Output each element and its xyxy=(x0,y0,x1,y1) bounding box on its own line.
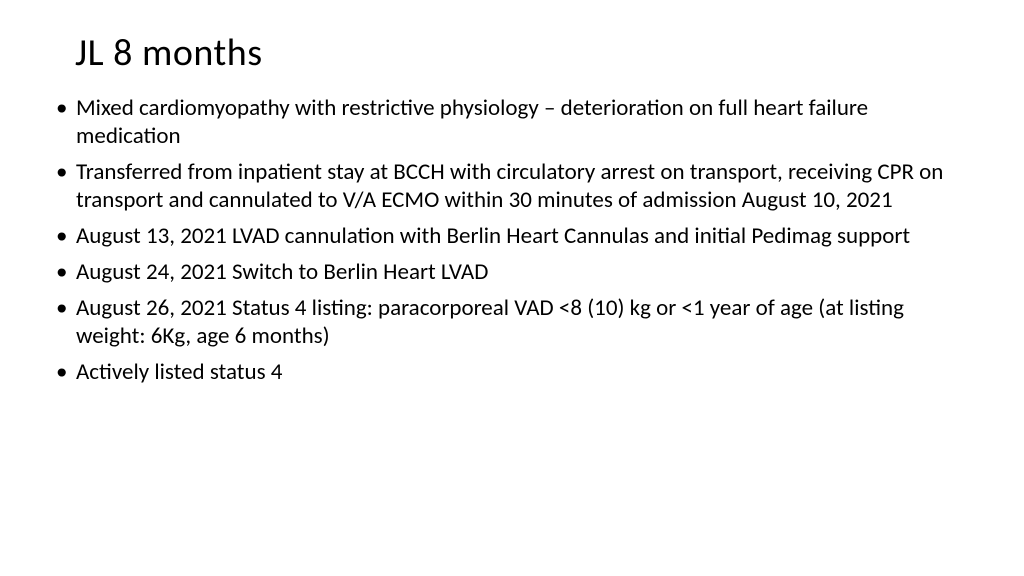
bullet-item: Actively listed status 4 xyxy=(50,358,974,386)
slide-title: JL 8 months xyxy=(75,30,974,76)
bullet-list: Mixed cardiomyopathy with restrictive ph… xyxy=(50,94,974,386)
bullet-item: August 13, 2021 LVAD cannulation with Be… xyxy=(50,222,974,250)
bullet-item: Transferred from inpatient stay at BCCH … xyxy=(50,158,974,214)
bullet-item: August 26, 2021 Status 4 listing: paraco… xyxy=(50,294,974,350)
bullet-item: Mixed cardiomyopathy with restrictive ph… xyxy=(50,94,974,150)
slide: JL 8 months Mixed cardiomyopathy with re… xyxy=(0,0,1024,576)
bullet-item: August 24, 2021 Switch to Berlin Heart L… xyxy=(50,258,974,286)
